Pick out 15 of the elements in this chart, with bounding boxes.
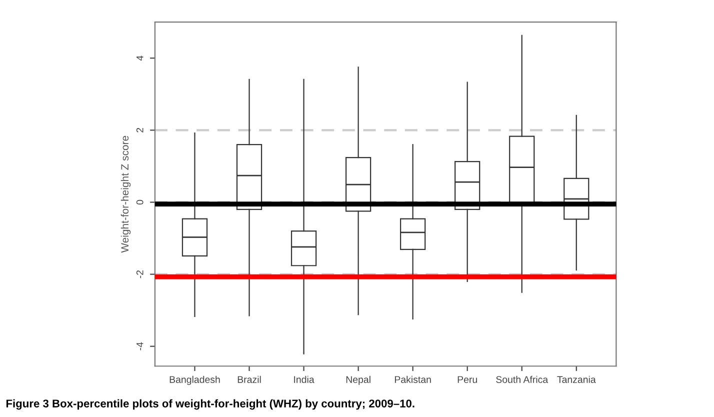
caption: Figure 3 Box-percentile plots of weight-for-height (WHZ) by country; 2009–10. (6, 399, 414, 410)
x-tick-label: Tanzania (557, 376, 596, 383)
x-tick-label: South Africa (496, 376, 548, 383)
y-tick-label: 4 (136, 56, 144, 61)
x-tick-label: Nepal (346, 376, 370, 385)
y-tick-label: 2 (136, 128, 144, 132)
y-axis-title: Weight-for-height Z score (120, 136, 131, 253)
y-tick-label: 0 (136, 200, 144, 205)
x-tick-label: Brazil (238, 376, 261, 383)
y-tick-label: -2 (136, 270, 144, 278)
y-tick-label: -4 (136, 342, 144, 350)
x-tick-label: India (294, 376, 314, 383)
x-tick-label: Peru (458, 376, 477, 383)
x-tick-label: Bangladesh (170, 376, 220, 385)
x-tick-label: Pakistan (394, 376, 431, 383)
